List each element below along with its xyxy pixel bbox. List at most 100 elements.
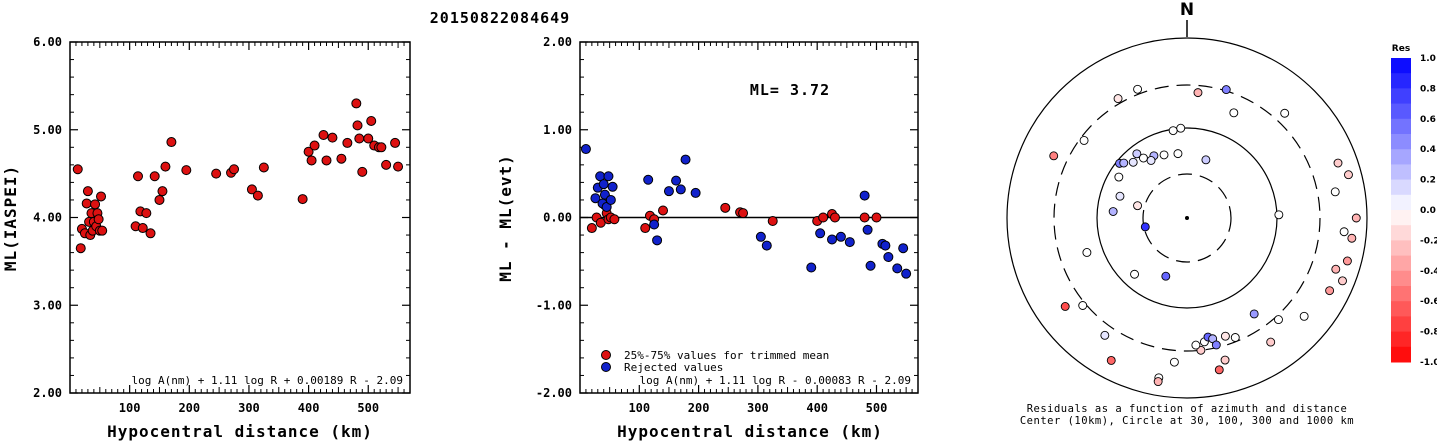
station-marker	[1220, 355, 1230, 365]
y-tick-label: 1.00	[543, 123, 572, 137]
station-marker	[1108, 207, 1118, 216]
station-marker	[1132, 149, 1142, 159]
data-point-series-0	[72, 164, 83, 175]
data-point-series-0	[327, 132, 338, 143]
colorbar-cell	[1391, 134, 1411, 150]
data-point-series-0	[160, 161, 171, 172]
station-marker	[1230, 333, 1240, 342]
colorbar-tick-label: -0.4	[1420, 267, 1437, 277]
station-marker	[1159, 150, 1169, 160]
station-marker	[1079, 135, 1089, 145]
data-point-series-0	[342, 137, 353, 148]
data-point-series-1	[883, 251, 894, 262]
colorbar-cell	[1391, 270, 1411, 287]
data-point-series-0	[390, 137, 401, 148]
data-point-series-1	[690, 187, 701, 198]
panel1-x-tick-labels: 100 200 300 400 500	[119, 401, 379, 415]
y-tick-label: -1.00	[536, 298, 572, 312]
station-marker	[1214, 365, 1224, 375]
colorbar-cell	[1391, 255, 1411, 272]
colorbar-tick-labels: 1.0 0.8 0.6 0.4 0.2 0.0 -0.2 -0.4 -0.6 -0.8 -1.0	[1420, 54, 1437, 368]
panel1-y-axis-label: ML(IASPEI)	[1, 165, 20, 271]
data-point-series-1	[643, 174, 654, 185]
colorbar-cell	[1391, 240, 1411, 257]
data-point-series-0	[133, 171, 143, 182]
panel-magnitude-vs-distance: 2.00 3.00 4.00 5.00 6.00 100 200 300 400 500 log…	[1, 35, 411, 441]
station-marker	[1115, 191, 1125, 201]
station-marker	[1331, 264, 1341, 274]
panel1-y-tick-labels: 2.00 3.00 4.00 5.00 6.00	[33, 35, 62, 400]
station-marker	[1169, 357, 1179, 367]
colorbar-cells	[1391, 58, 1411, 363]
data-point-series-0	[309, 140, 320, 151]
station-marker	[1133, 84, 1143, 94]
station-marker	[1274, 210, 1284, 220]
data-point-series-0	[609, 214, 620, 225]
colorbar-cell	[1391, 58, 1411, 74]
colorbar-cell	[1391, 301, 1411, 317]
data-point-series-0	[393, 161, 404, 172]
data-point-series-0	[871, 212, 882, 223]
figure-title: 20150822084649	[430, 9, 570, 27]
station-marker	[1140, 222, 1150, 232]
data-point-series-1	[901, 268, 912, 279]
data-point-series-1	[671, 175, 682, 186]
data-point-series-0	[720, 202, 731, 213]
station-marker	[1344, 170, 1353, 180]
y-tick-label: 4.00	[33, 211, 62, 225]
data-point-series-1	[865, 260, 876, 271]
data-point-series-0	[321, 155, 332, 166]
data-point-series-1	[827, 234, 838, 245]
data-point-series-1	[761, 240, 772, 251]
colorbar-cell	[1391, 225, 1411, 241]
panel2-points	[580, 144, 912, 279]
station-marker	[1191, 340, 1201, 350]
x-tick-label: 100	[628, 401, 650, 415]
data-point-series-0	[366, 115, 377, 126]
data-point-series-0	[354, 133, 365, 144]
data-point-series-0	[767, 216, 778, 227]
data-point-series-1	[862, 224, 873, 235]
x-tick-label: 200	[688, 401, 710, 415]
data-point-series-1	[607, 181, 618, 192]
data-point-series-1	[835, 231, 846, 242]
station-marker	[1280, 108, 1290, 118]
data-point-series-0	[640, 223, 651, 234]
x-tick-label: 300	[747, 401, 769, 415]
data-point-series-1	[880, 240, 891, 251]
station-marker	[1133, 201, 1142, 211]
panel-residual-vs-distance: -2.00 -1.00 0.00 1.00 2.00 100 200 300 400 500 M…	[496, 35, 919, 441]
y-tick-label: 3.00	[33, 298, 62, 312]
x-tick-label: 100	[119, 401, 141, 415]
data-point-series-1	[598, 179, 609, 190]
x-tick-label: 500	[866, 401, 888, 415]
data-point-series-0	[82, 186, 93, 197]
colorbar-title: Res	[1392, 44, 1410, 54]
data-point-series-0	[96, 191, 107, 202]
colorbar-cell	[1391, 149, 1411, 165]
station-marker	[1338, 276, 1347, 286]
colorbar-tick-label: 0.6	[1420, 115, 1436, 125]
data-point-series-0	[90, 199, 101, 210]
station-marker	[1049, 151, 1059, 161]
station-marker	[1299, 311, 1309, 321]
data-point-series-0	[258, 162, 269, 173]
station-marker	[1082, 248, 1092, 257]
station-marker	[1130, 269, 1139, 279]
data-point-series-0	[97, 225, 108, 236]
station-marker	[1266, 337, 1276, 347]
panel1-ticks	[70, 41, 410, 394]
station-marker	[1114, 172, 1124, 182]
data-point-series-0	[229, 164, 240, 175]
data-point-series-0	[157, 186, 168, 197]
station-marker	[1138, 153, 1148, 163]
data-point-series-1	[605, 194, 616, 205]
data-point-series-0	[252, 190, 263, 201]
data-point-series-0	[352, 120, 363, 131]
data-point-series-0	[93, 214, 104, 225]
colorbar-cell	[1391, 286, 1411, 302]
residual-colorbar: Res 1.0 0.8 0.6 0.4 0.2 0.0 -0.2 -0.4 -0.6 -0.8 -1…	[1391, 44, 1437, 368]
station-marker	[1221, 85, 1231, 95]
colorbar-cell	[1391, 73, 1411, 89]
